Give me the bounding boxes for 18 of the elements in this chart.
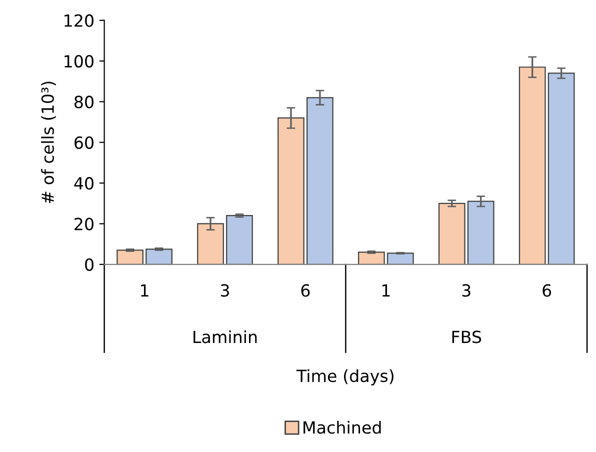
- y-tick-label: 80: [74, 96, 94, 108]
- y-axis-title: # of cells (10³): [41, 82, 56, 204]
- x-tick-label: 3: [462, 284, 470, 297]
- y-tick-label: 0: [85, 258, 94, 271]
- legend-label: Machined: [304, 420, 381, 434]
- x-tick-label: 6: [301, 284, 310, 297]
- x-tick-label: 6: [542, 284, 552, 297]
- x-tick-label: 1: [382, 284, 390, 297]
- x-tick-label: 1: [141, 284, 148, 297]
- y-tick-label: 120: [64, 14, 94, 27]
- text: Laminin: [194, 330, 257, 344]
- y-tick-label: 60: [74, 136, 94, 149]
- text: FBS: [452, 330, 482, 344]
- y-tick-label: 20: [74, 218, 94, 230]
- x-tick-label: 3: [220, 284, 229, 297]
- y-tick-label: 100: [64, 54, 94, 68]
- x-axis-title: Time (days): [296, 369, 394, 386]
- y-tick-label: 40: [74, 177, 94, 190]
